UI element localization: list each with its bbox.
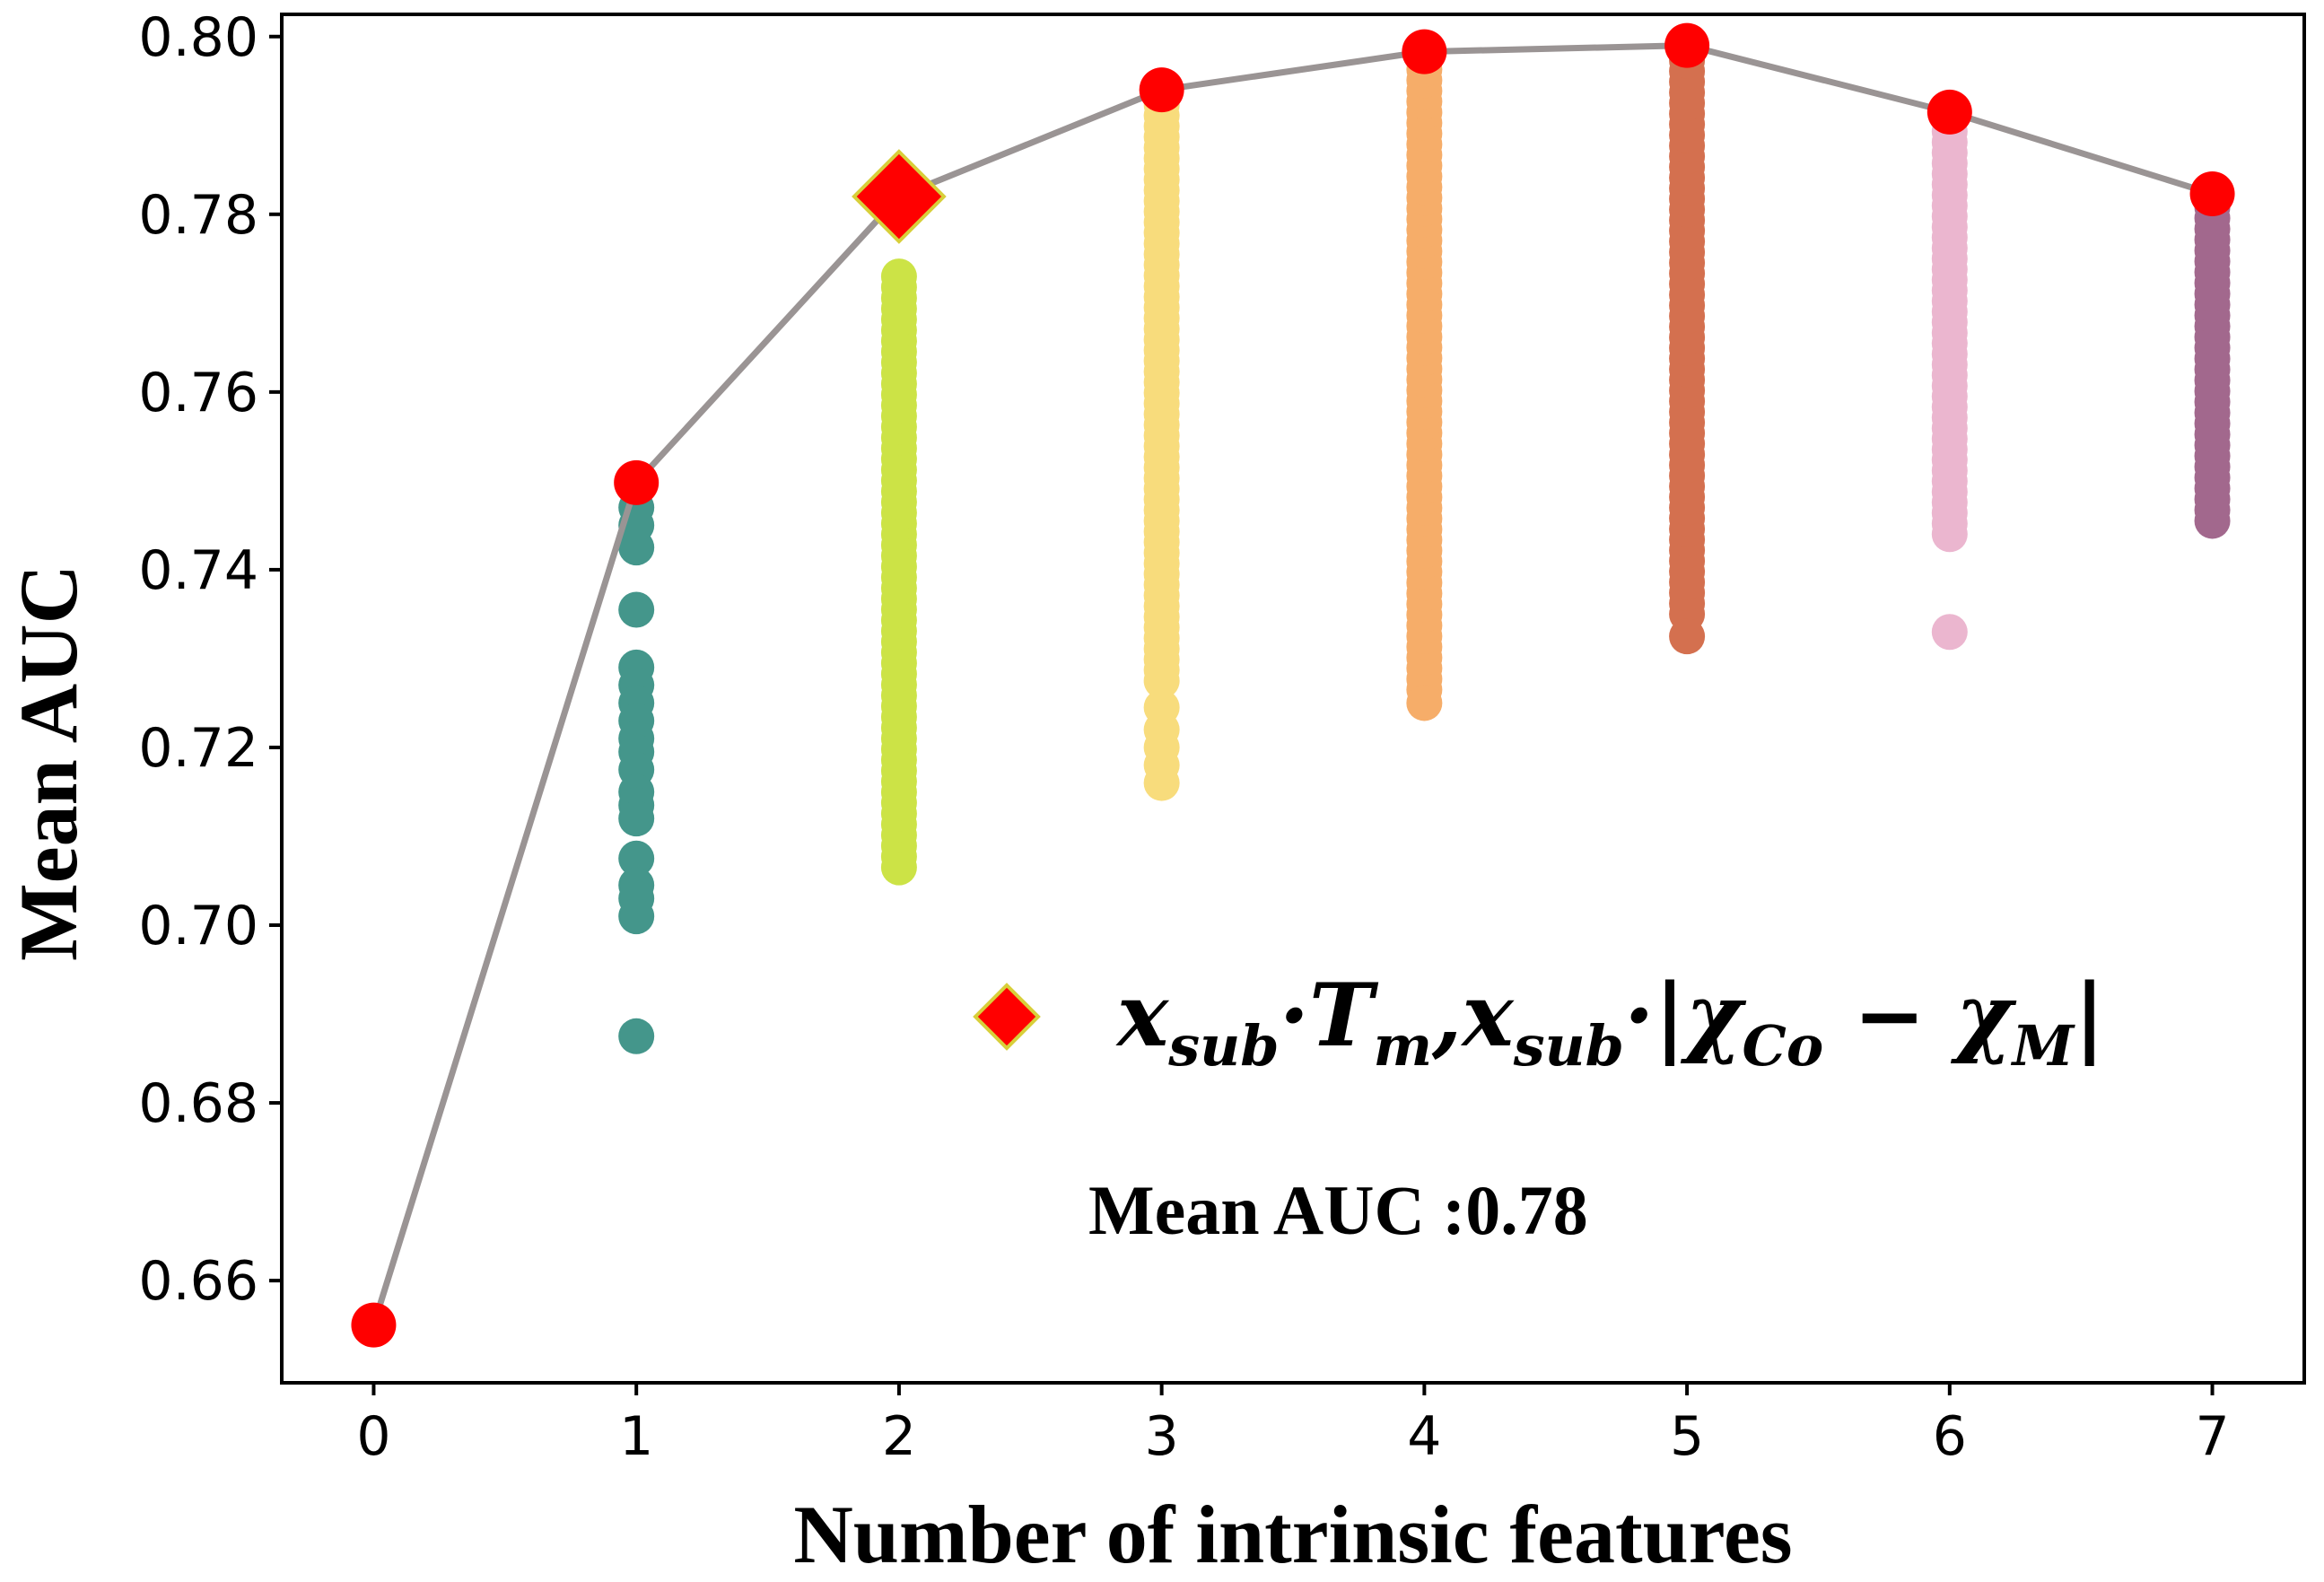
scatter-point — [618, 800, 655, 837]
best-point-marker — [1402, 29, 1447, 74]
legend-diamond-marker — [973, 983, 1041, 1051]
y-axis-title: Mean AUC — [3, 564, 94, 961]
x-tick-label: 1 — [619, 1405, 653, 1468]
y-tick-label: 0.70 — [138, 895, 258, 957]
legend-label: xsub·Tm,xsub·|χCo − χM| — [1115, 965, 2105, 1079]
x-tick-label: 2 — [882, 1405, 916, 1468]
x-tick-label: 5 — [1670, 1405, 1704, 1468]
scatter-series — [618, 31, 2231, 1054]
scatter-point — [880, 258, 917, 295]
scatter-point — [1143, 765, 1180, 801]
scatter-point — [618, 591, 655, 628]
best-point-marker — [2189, 171, 2235, 217]
y-tick-label: 0.78 — [138, 184, 258, 247]
best-auc-line — [371, 42, 2214, 1326]
best-point-marker — [1139, 67, 1184, 113]
legend: xsub·Tm,xsub·|χCo − χM| — [973, 965, 2105, 1079]
scatter-point — [1406, 685, 1443, 721]
y-tick-label: 0.74 — [138, 539, 258, 602]
x-tick-label: 7 — [2195, 1405, 2229, 1468]
y-tick-label: 0.80 — [138, 6, 258, 69]
y-tick-label: 0.68 — [138, 1072, 258, 1135]
best-point-marker — [1926, 89, 1972, 135]
y-tick-label: 0.66 — [138, 1250, 258, 1313]
scatter-point — [618, 840, 655, 877]
scatter-point — [618, 898, 655, 935]
y-axis: 0.66 0.68 0.70 0.72 0.74 0.76 0.78 0.80 — [138, 6, 282, 1313]
x-axis-title: Number of intrinsic features — [793, 1489, 1792, 1580]
x-tick-label: 3 — [1145, 1405, 1179, 1468]
scatter-point — [1669, 618, 1706, 655]
scatter-point — [1931, 614, 1968, 651]
best-point-marker — [351, 1302, 397, 1348]
y-tick-label: 0.76 — [138, 362, 258, 424]
x-axis: 0 1 2 3 4 5 6 7 — [356, 1383, 2230, 1468]
x-tick-label: 6 — [1933, 1405, 1967, 1468]
x-tick-label: 0 — [356, 1405, 390, 1468]
x-tick-label: 4 — [1407, 1405, 1441, 1468]
best-point-marker — [1664, 22, 1710, 68]
best-auc-markers — [351, 22, 2235, 1348]
scatter-point — [618, 529, 655, 566]
best-point-marker — [614, 459, 660, 505]
best-diamond-marker — [852, 149, 947, 244]
scatter-point — [618, 1018, 655, 1054]
plot-frame — [280, 13, 2306, 1385]
best-line-path — [371, 42, 2214, 1326]
y-tick-label: 0.72 — [138, 717, 258, 780]
mean-auc-annotation: Mean AUC :0.78 — [1088, 1171, 1588, 1249]
